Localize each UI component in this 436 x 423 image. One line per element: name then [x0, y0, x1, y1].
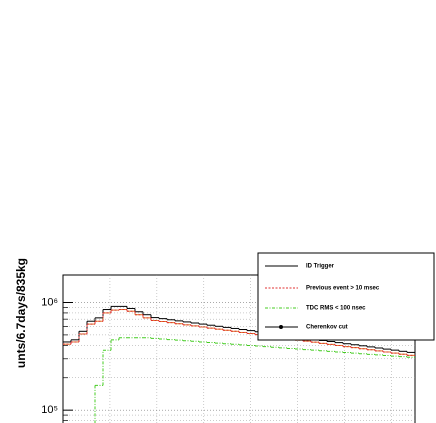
legend-label: Cherenkov cut: [306, 325, 348, 331]
plot-frame: [62, 274, 416, 423]
legend-label: Previous event > 10 msec: [306, 286, 380, 292]
legend-label: TDC RMS < 100 nsec: [306, 306, 366, 312]
legend-label: ID Trigger: [306, 264, 335, 270]
legend-marker: [279, 325, 283, 329]
y-tick-label: 10⁵: [41, 404, 58, 416]
y-tick-label: 10⁶: [41, 296, 58, 308]
legend-box: [257, 252, 435, 341]
y-axis-label: unts/6.7days/835kg: [14, 258, 28, 368]
